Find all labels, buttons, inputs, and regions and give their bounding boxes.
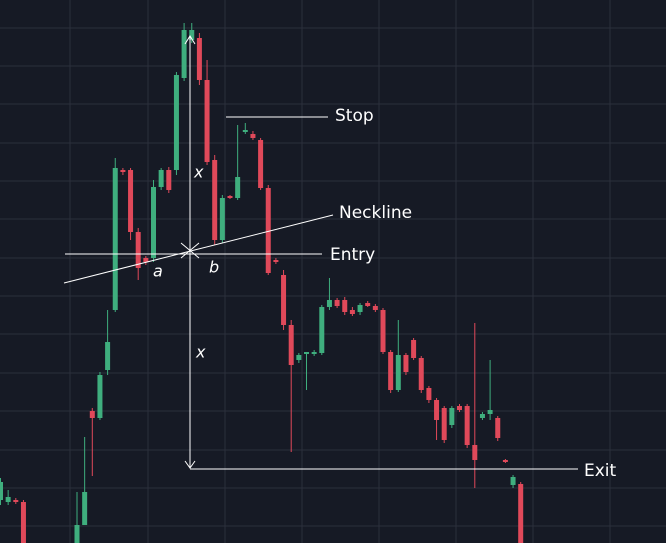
annotation-label: x bbox=[195, 343, 206, 362]
candle-body bbox=[304, 352, 309, 354]
candle-body bbox=[479, 414, 485, 418]
candle-body bbox=[173, 75, 179, 170]
candle-body bbox=[326, 300, 332, 307]
candle-body bbox=[258, 140, 264, 188]
candle-body bbox=[372, 306, 378, 310]
annotation-label: a bbox=[153, 262, 163, 281]
candle-body bbox=[342, 300, 348, 312]
candle-body bbox=[74, 525, 80, 543]
candle-body bbox=[128, 170, 134, 232]
candle-body bbox=[434, 400, 440, 420]
candle-body bbox=[13, 500, 19, 502]
candle-body bbox=[388, 352, 394, 390]
candle-body bbox=[395, 355, 401, 390]
annotation-label: x bbox=[193, 163, 204, 182]
candle-body bbox=[495, 418, 501, 438]
candles bbox=[0, 23, 524, 543]
candle-body bbox=[281, 275, 287, 325]
candle-body bbox=[189, 30, 195, 40]
candle-body bbox=[242, 130, 248, 132]
candle-body bbox=[219, 198, 225, 240]
candle-body bbox=[502, 460, 508, 462]
candle-body bbox=[319, 307, 325, 353]
candle-body bbox=[196, 38, 202, 80]
candle-body bbox=[143, 258, 149, 262]
annotation-label: Neckline bbox=[339, 203, 412, 223]
candle-body bbox=[120, 170, 126, 172]
candle-body bbox=[273, 260, 279, 262]
candle-body bbox=[112, 168, 118, 310]
annotation-label: b bbox=[209, 258, 219, 277]
candle-body bbox=[426, 388, 432, 400]
candle-body bbox=[82, 492, 88, 525]
candle-body bbox=[288, 325, 294, 365]
candle-body bbox=[518, 484, 524, 543]
candle-body bbox=[135, 232, 141, 268]
candle-body bbox=[265, 188, 271, 273]
candle-body bbox=[204, 80, 210, 162]
candle-body bbox=[296, 355, 302, 360]
candle-body bbox=[151, 187, 156, 258]
candle-body bbox=[89, 411, 95, 418]
candle-body bbox=[357, 305, 363, 312]
candle-body bbox=[105, 342, 111, 370]
candle-body bbox=[5, 497, 11, 502]
candle-body bbox=[349, 310, 355, 314]
candle-body bbox=[441, 408, 447, 440]
candle-body bbox=[411, 340, 417, 358]
candle-body bbox=[334, 300, 340, 306]
candle-body bbox=[20, 502, 26, 543]
candle-body bbox=[158, 170, 164, 187]
candle-body bbox=[464, 406, 470, 445]
annotation-label: Exit bbox=[584, 461, 617, 481]
candle-body bbox=[457, 406, 462, 410]
annotation-label: Stop bbox=[335, 106, 374, 126]
candle-body bbox=[235, 177, 241, 198]
candle-body bbox=[380, 310, 386, 352]
annotation-lines bbox=[63, 35, 578, 470]
annotation-label: Entry bbox=[330, 245, 375, 265]
candle-body bbox=[403, 355, 409, 372]
candle-body bbox=[472, 445, 478, 460]
candle-body bbox=[97, 375, 103, 418]
candle-body bbox=[212, 160, 218, 240]
candle-body bbox=[250, 134, 256, 138]
candle-body bbox=[487, 410, 493, 414]
candle-body bbox=[181, 30, 187, 78]
candle-body bbox=[311, 352, 317, 354]
candle-body bbox=[510, 477, 516, 485]
candle-body bbox=[227, 196, 233, 198]
candle-body bbox=[418, 358, 424, 390]
candle-body bbox=[365, 303, 371, 306]
candle-body bbox=[166, 170, 172, 190]
candle-body bbox=[0, 482, 3, 500]
candle-body bbox=[449, 408, 455, 425]
